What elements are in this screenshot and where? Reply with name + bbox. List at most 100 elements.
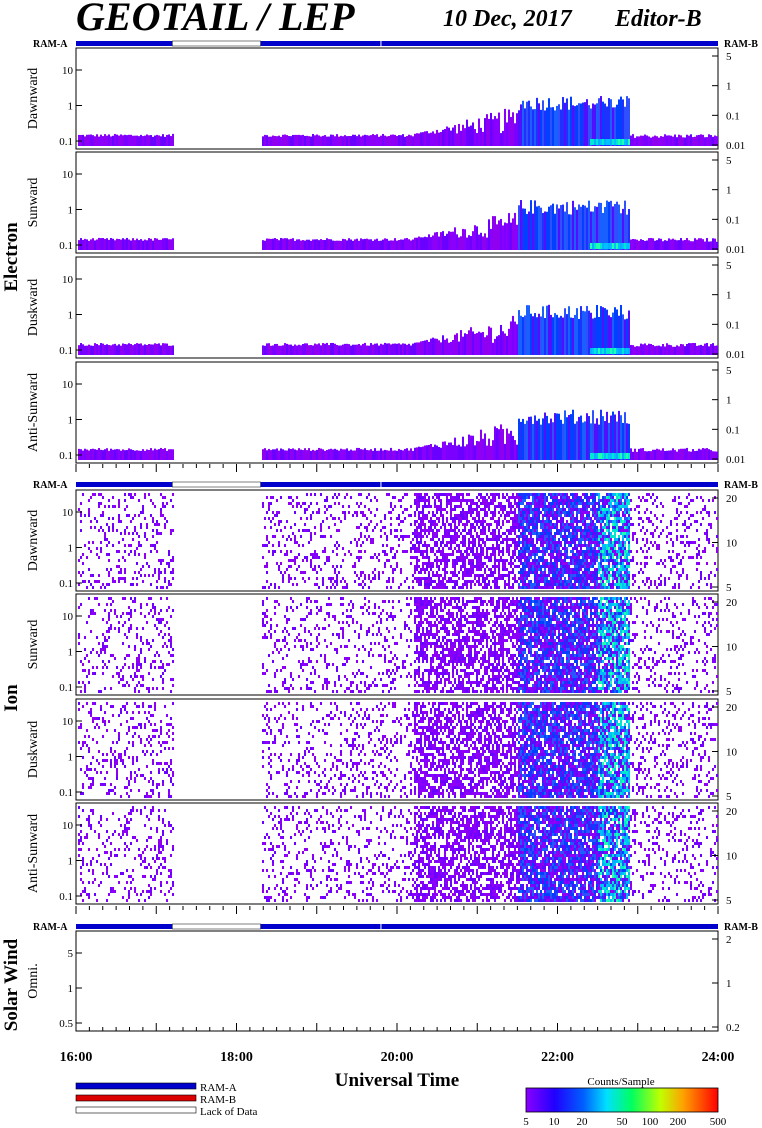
ion-spectrum-bin (294, 559, 296, 562)
ion-spectrum-bin (428, 562, 430, 565)
ion-spectrum-bin (562, 580, 564, 583)
electron-spectrum-bin (274, 343, 276, 355)
ion-spectrum-bin (500, 526, 502, 529)
ion-spectrum-bin (346, 583, 348, 586)
ion-spectrum-bin (414, 547, 416, 550)
ion-spectrum-bin (592, 559, 594, 562)
electron-spectrum-bin (416, 342, 418, 355)
ion-spectrum-bin (552, 562, 554, 565)
electron-spectrum-bin (410, 240, 412, 250)
ion-spectrum-bin (502, 505, 504, 508)
electron-spectrum-bin (650, 238, 652, 250)
electron-spectrum-bin (418, 133, 420, 146)
electron-spectrum-bin (438, 340, 440, 355)
page-title: GEOTAIL / LEP (76, 0, 355, 39)
ion-spectrum-bin (434, 580, 436, 583)
electron-spectrum-bin (328, 239, 330, 250)
ion-spectrum-bin (510, 526, 512, 529)
ion-spectrum-bin (676, 553, 678, 556)
ion-spectrum-bin (632, 523, 634, 526)
ion-spectrum-bin (460, 520, 462, 523)
ion-spectrum-bin (594, 526, 596, 529)
electron-spectrum-bin (104, 344, 106, 355)
ion-spectrum-bin (594, 529, 596, 532)
ion-spectrum-bin (466, 520, 468, 523)
ion-spectrum-bin (562, 547, 564, 550)
ion-spectrum-bin (650, 541, 652, 544)
ion-spectrum-bin (438, 508, 440, 511)
electron-spectrum-bin (356, 447, 358, 460)
ion-spectrum-bin (334, 544, 336, 547)
ion-spectrum-bin (476, 502, 478, 505)
ion-spectrum-bin (504, 517, 506, 520)
ion-spectrum-bin (476, 556, 478, 559)
ion-spectrum-bin (460, 559, 462, 562)
ion-spectrum-bin (166, 520, 168, 523)
electron-spectrum-bin (444, 339, 446, 355)
ion-spectrum-bin (102, 618, 104, 621)
ion-spectrum-bin (156, 586, 158, 589)
electron-spectrum-bin (508, 109, 510, 146)
ion-spectrum-bin (458, 571, 460, 574)
electron-spectrum-bin (402, 343, 404, 355)
ion-spectrum-bin (664, 580, 666, 583)
ion-spectrum-bin (358, 559, 360, 562)
ion-spectrum-bin (468, 544, 470, 547)
ion-spectrum-bin (518, 535, 520, 538)
electron-spectrum-bin (522, 208, 524, 250)
electron-spectrum-bin (664, 450, 666, 460)
electron-spectrum-bin (660, 136, 662, 146)
ion-spectrum-bin (468, 559, 470, 562)
ion-spectrum-bin (512, 526, 514, 529)
ion-spectrum-bin (616, 565, 618, 568)
ion-spectrum-bin (498, 538, 500, 541)
ion-spectrum-bin (654, 499, 656, 502)
electron-spectrum-bin (710, 344, 712, 355)
ion-spectrum-bin (542, 550, 544, 553)
ion-spectrum-bin (566, 568, 568, 571)
electron-spectrum-bin (560, 205, 562, 250)
ion-spectrum-bin (614, 544, 616, 547)
ion-spectrum-bin (124, 571, 126, 574)
ion-spectrum-bin (486, 505, 488, 508)
ion-spectrum-bin (566, 571, 568, 574)
ion-spectrum-bin (496, 577, 498, 580)
ion-spectrum-bin (622, 526, 624, 529)
ion-spectrum-bin (620, 541, 622, 544)
ion-spectrum-bin (562, 559, 564, 562)
ion-spectrum-bin (516, 556, 518, 559)
electron-spectrum-bin (566, 417, 568, 460)
electron-spectrum-bin (284, 134, 286, 146)
ion-spectrum-bin (308, 541, 310, 544)
electron-spectrum-bin (540, 207, 542, 250)
ion-spectrum-bin (390, 547, 392, 550)
ion-spectrum-bin (432, 586, 434, 589)
electron-spectrum-bin (280, 448, 282, 460)
ion-spectrum-bin (584, 511, 586, 514)
ion-spectrum-bin (564, 571, 566, 574)
ion-spectrum-bin (124, 577, 126, 580)
ion-spectrum-bin (98, 574, 100, 577)
ion-spectrum-bin (588, 526, 590, 529)
ion-spectrum-bin (596, 550, 598, 553)
ion-spectrum-bin (456, 496, 458, 499)
electron-peak-bin (598, 243, 600, 249)
ion-spectrum-bin (532, 523, 534, 526)
ion-spectrum-bin (640, 517, 642, 520)
ion-spectrum-bin (424, 529, 426, 532)
ion-spectrum-bin (530, 529, 532, 532)
ion-spectrum-bin (590, 547, 592, 550)
ion-spectrum-bin (618, 514, 620, 517)
ion-spectrum-bin (486, 583, 488, 586)
ion-spectrum-bin (398, 523, 400, 526)
electron-spectrum-bin (504, 108, 506, 146)
ion-spectrum-bin (502, 550, 504, 553)
ion-spectrum-bin (514, 520, 516, 523)
ion-spectrum-bin (526, 529, 528, 532)
ion-spectrum-bin (602, 538, 604, 541)
electron-spectrum-bin (366, 450, 368, 460)
ion-spectrum-bin (130, 496, 132, 499)
ion-spectrum-bin (136, 577, 138, 580)
electron-spectrum-bin (706, 448, 708, 460)
